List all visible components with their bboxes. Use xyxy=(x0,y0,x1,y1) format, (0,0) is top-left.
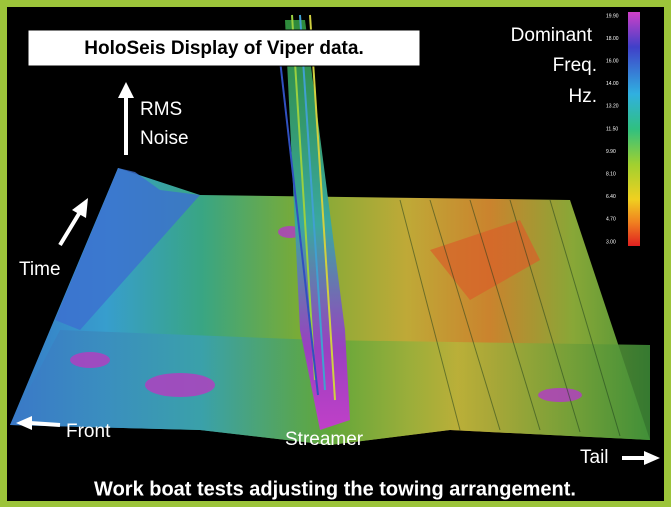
colorbar-title: Freq. xyxy=(553,55,597,76)
colorbar-label: 4.70 xyxy=(606,217,616,223)
streamer-label: Streamer xyxy=(285,429,364,450)
front-label: Front xyxy=(66,421,111,442)
colorbar xyxy=(628,12,640,246)
colorbar-label: 8.10 xyxy=(606,172,616,178)
colorbar-label: 11.50 xyxy=(606,126,618,132)
figure: HoloSeis Display of Viper data. Dominant… xyxy=(0,0,671,507)
colorbar-title: Hz. xyxy=(569,86,598,107)
page: {"title": "HoloSeis Display of Viper dat… xyxy=(0,0,671,507)
colorbar-label: 6.40 xyxy=(606,194,616,200)
colorbar-label: 9.90 xyxy=(606,149,616,155)
rms-label: RMS xyxy=(140,99,182,120)
rms-label: Noise xyxy=(140,128,189,149)
colorbar-label: 18.00 xyxy=(606,36,619,42)
colorbar-label: 14.00 xyxy=(606,81,619,87)
caption: Work boat tests adjusting the towing arr… xyxy=(94,478,576,500)
colorbar-label: 16.00 xyxy=(606,59,619,65)
colorbar-title: Dominant xyxy=(511,25,593,46)
tail-label: Tail xyxy=(580,447,609,468)
colorbar-label: 3.00 xyxy=(606,239,616,245)
title: HoloSeis Display of Viper data. xyxy=(84,38,363,59)
colorbar-label: 13.20 xyxy=(606,104,619,110)
colorbar-label: 19.90 xyxy=(606,13,619,19)
time-label: Time xyxy=(19,259,61,280)
